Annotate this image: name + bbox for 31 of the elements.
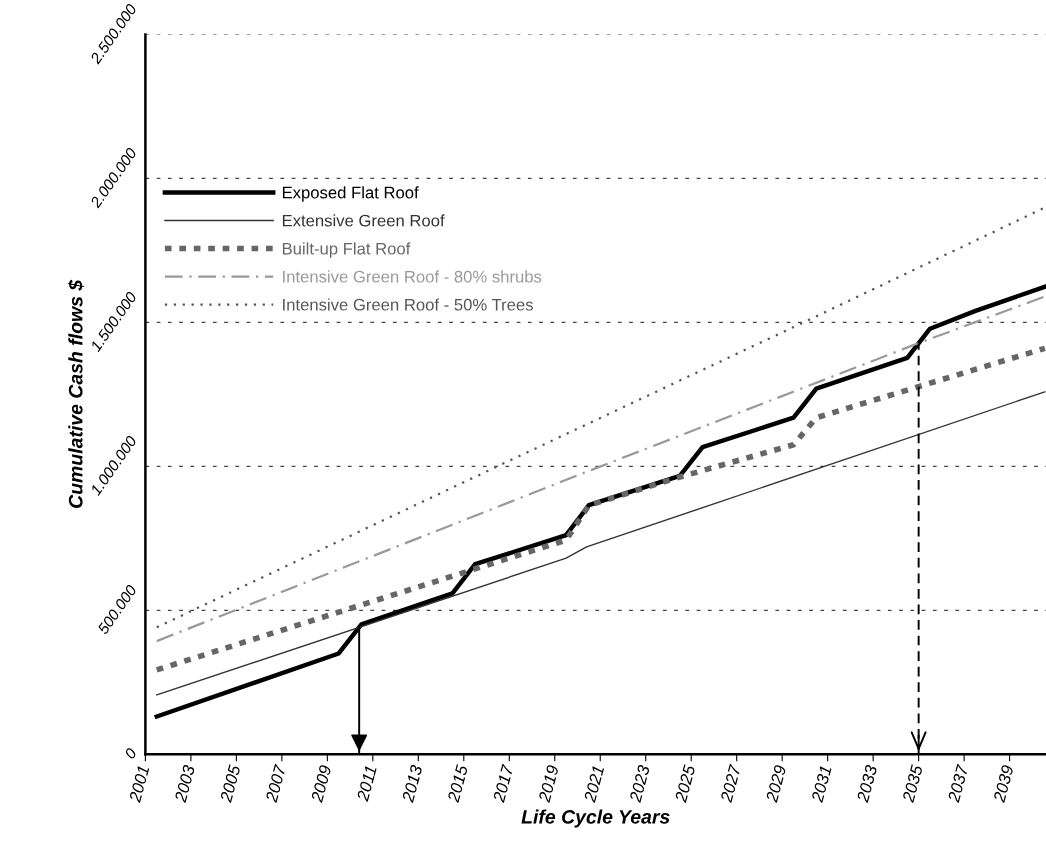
line-series — [156, 391, 1046, 696]
text: Exposed Flat Roof — [282, 186, 419, 202]
x-tick-label: 2017 — [492, 763, 514, 804]
x-tick-label: 2037 — [947, 763, 969, 804]
text: Extensive Green Roof — [282, 214, 445, 227]
x-tick-label: 2023 — [629, 764, 651, 804]
x-tick-label: 2005 — [219, 764, 241, 804]
x-tick-label: 2029 — [765, 764, 787, 804]
x-tick-label: 2033 — [856, 764, 878, 804]
y-axis-title: Cumulative Cash flows $ — [67, 279, 84, 508]
text: Built-up Flat Roof — [282, 242, 411, 258]
x-tick-label: 2025 — [674, 764, 696, 804]
x-tick-label: 2015 — [447, 764, 469, 804]
x-tick-label: 2035 — [901, 764, 923, 804]
x-tick-label: 2021 — [583, 765, 605, 804]
text: Intensive Green Roof - 50% Trees — [283, 298, 533, 311]
line-series — [155, 295, 1046, 643]
x-tick-label: 2011 — [356, 765, 377, 802]
x-tick-label: 2001 — [128, 765, 150, 804]
x-tick-label: 2013 — [401, 764, 423, 804]
x-tick-label: 2039 — [992, 764, 1014, 804]
text: Intensive Green Roof - 80% shrubs — [283, 270, 542, 283]
x-tick-label: 2019 — [538, 764, 559, 804]
x-tick-label: 2027 — [720, 763, 742, 804]
x-axis-title: Life Cycle Years — [521, 809, 670, 828]
x-tick-label: 2003 — [174, 764, 196, 804]
y-tick-label: 0 — [124, 747, 138, 760]
x-tick-label: 2009 — [310, 764, 332, 804]
x-tick-label: 2031 — [810, 765, 832, 804]
x-tick-label: 2007 — [265, 763, 287, 804]
line-series — [155, 206, 1046, 629]
